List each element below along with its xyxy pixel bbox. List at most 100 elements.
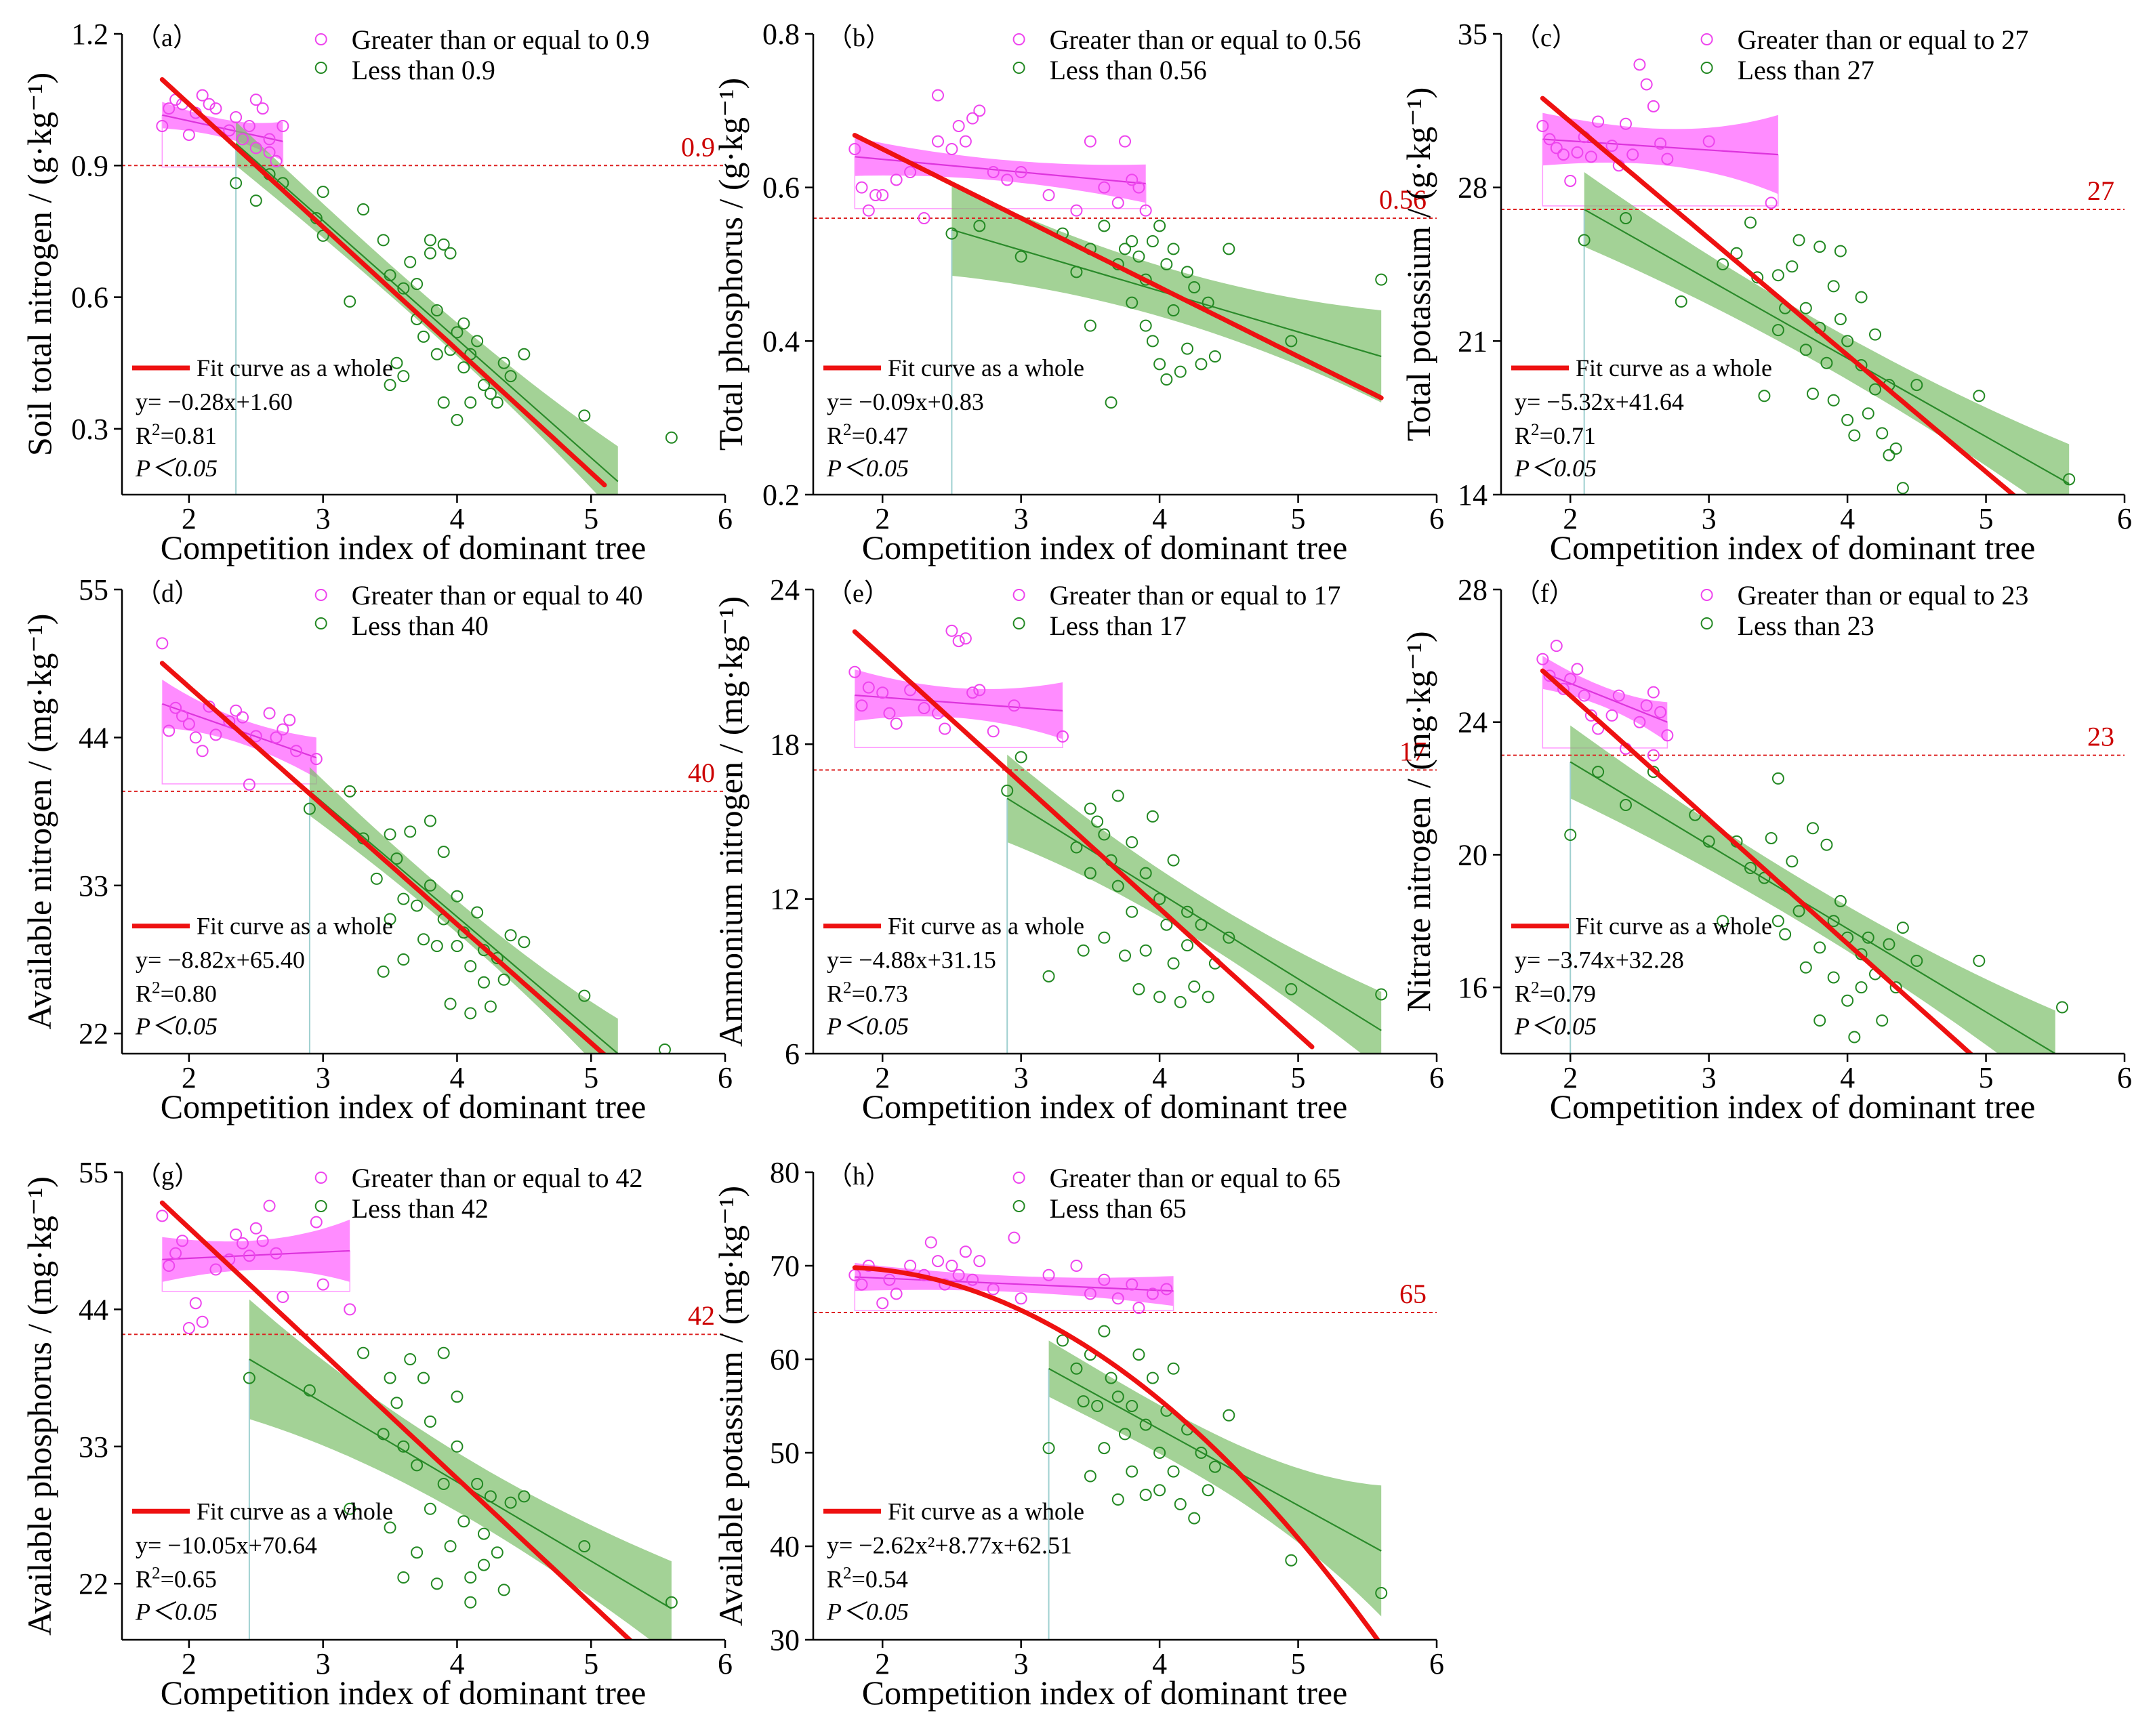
high-data-point	[890, 717, 903, 730]
y-tick-label: 6	[785, 1037, 800, 1071]
x-tick-label: 3	[316, 1061, 331, 1094]
high-data-point	[270, 1247, 283, 1260]
y-tick-label: 44	[79, 1293, 108, 1326]
low-data-point	[1153, 220, 1166, 232]
low-data-point	[1910, 955, 1923, 967]
y-axis-title: Ammonium nitrogen / (mg·kg⁻¹)	[712, 596, 750, 1047]
high-data-point	[182, 718, 195, 730]
low-data-point	[1084, 319, 1096, 332]
r-squared-value: 0.65	[174, 1565, 217, 1592]
r-squared-prefix: R2=0.80	[136, 978, 217, 1008]
low-data-point	[1862, 407, 1874, 420]
low-data-point	[397, 953, 410, 966]
overall-fit-curve	[159, 77, 607, 488]
plot-area	[1501, 640, 2125, 1054]
x-axis-title: Competition index of dominant tree	[1550, 1088, 2036, 1125]
legend-high-marker	[1700, 33, 1713, 45]
low-data-point	[1862, 931, 1874, 944]
legend-high-marker	[314, 33, 327, 45]
high-data-point	[256, 1235, 269, 1247]
low-data-point	[424, 814, 436, 827]
threshold-label: 65	[1399, 1279, 1427, 1309]
low-data-point	[1765, 831, 1778, 844]
high-data-point	[1640, 699, 1653, 712]
low-data-point	[471, 1478, 484, 1490]
p-value: P＜0.05	[135, 1013, 218, 1040]
legend-high-label: Greater than or equal to 0.56	[1050, 24, 1361, 55]
y-tick-label: 1.2	[71, 18, 108, 51]
legend-high-label: Greater than or equal to 0.9	[352, 24, 650, 55]
low-data-point	[437, 238, 450, 251]
fit-equation: y= −0.09x+0.83	[827, 388, 984, 415]
legend-low-label: Less than 27	[1738, 55, 1874, 85]
high-segment-box	[161, 115, 284, 168]
high-data-point	[1571, 146, 1584, 159]
high-data-point	[932, 89, 944, 102]
low-data-point	[1792, 234, 1805, 247]
low-data-point	[424, 1502, 436, 1515]
y-tick-label: 22	[79, 1017, 108, 1050]
low-data-point	[1889, 442, 1902, 455]
x-tick-label: 3	[316, 502, 331, 535]
legend-high-marker	[1012, 33, 1025, 45]
low-data-point	[404, 1353, 417, 1365]
x-tick-label: 2	[1563, 1061, 1578, 1094]
low-data-point	[1973, 955, 1986, 967]
low-data-point	[1174, 1497, 1187, 1510]
low-data-point	[390, 356, 403, 369]
high-data-point	[987, 725, 1000, 738]
low-data-point	[1758, 871, 1771, 884]
x-tick-label: 5	[583, 502, 598, 535]
low-data-point	[1153, 892, 1166, 905]
low-data-point	[424, 1415, 436, 1428]
y-tick-label: 50	[770, 1437, 800, 1470]
low-data-point	[1786, 855, 1799, 868]
high-data-point	[855, 1278, 868, 1291]
x-axis-title: Competition index of dominant tree	[161, 1674, 647, 1712]
high-data-point	[263, 707, 276, 720]
low-data-point	[1084, 802, 1096, 815]
low-data-point	[478, 379, 490, 392]
legend-low-label: Less than 65	[1050, 1193, 1187, 1224]
legend-high-label: Greater than or equal to 17	[1050, 580, 1341, 611]
x-tick-label: 2	[875, 1061, 890, 1094]
plot-area	[122, 637, 725, 1054]
low-regression-line	[1006, 798, 1382, 1031]
low-data-point	[491, 396, 504, 409]
low-data-point	[384, 1371, 396, 1384]
low-data-point	[518, 936, 531, 949]
low-data-point	[1807, 388, 1819, 400]
low-data-point	[417, 330, 430, 343]
y-tick-label: 33	[79, 1430, 108, 1464]
low-data-point	[1744, 216, 1757, 229]
low-data-point	[1195, 1447, 1208, 1459]
low-data-point	[1744, 862, 1757, 874]
high-data-point	[959, 632, 972, 645]
high-data-point	[276, 723, 289, 736]
low-regression-line	[1584, 209, 2070, 484]
low-data-point	[1153, 1447, 1166, 1459]
low-data-point	[1057, 1334, 1069, 1347]
low-data-point	[484, 388, 497, 400]
low-data-point	[1779, 928, 1792, 941]
x-tick-label: 2	[875, 1647, 890, 1680]
low-data-point	[1146, 335, 1159, 348]
high-data-point	[932, 1255, 944, 1268]
overall-fit-curve	[852, 629, 1315, 1050]
low-confidence-band	[1007, 754, 1382, 1054]
y-axis-title: Available potassium / (mg·kg⁻¹)	[712, 1186, 750, 1626]
high-data-point	[270, 731, 283, 744]
high-data-point	[855, 699, 868, 712]
high-data-point	[256, 102, 269, 115]
high-data-point	[344, 1303, 356, 1316]
low-data-point	[444, 997, 457, 1010]
x-tick-label: 4	[1840, 1061, 1855, 1094]
high-segment-box	[1542, 139, 1779, 207]
high-confidence-band	[162, 1219, 350, 1282]
low-data-point	[1139, 944, 1152, 957]
x-tick-label: 6	[718, 502, 733, 535]
low-data-point	[1910, 379, 1923, 392]
low-data-point	[1792, 905, 1805, 917]
high-data-point	[973, 1255, 986, 1268]
p-value: P＜0.05	[1514, 455, 1597, 482]
